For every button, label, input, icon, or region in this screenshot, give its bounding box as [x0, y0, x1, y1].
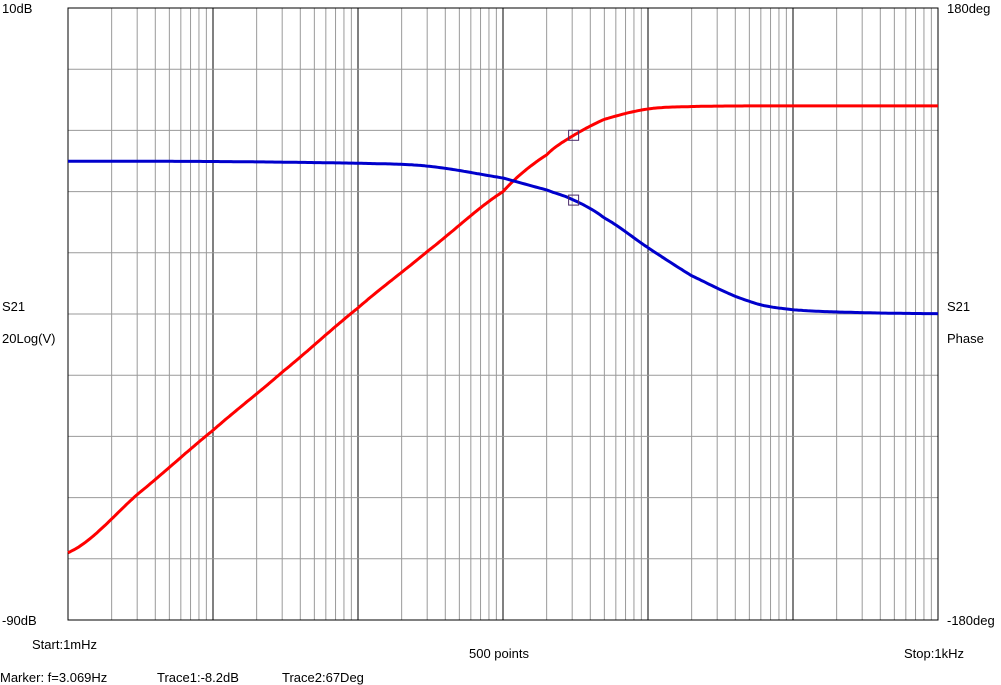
right-axis-name: S21 [947, 299, 971, 314]
plot-grid [67, 8, 938, 620]
left-axis-name: S21 [2, 299, 26, 314]
left-axis-unit: 20Log(V) [2, 331, 56, 346]
trace1-magnitude-line [67, 104, 938, 555]
x-start-label: Start:1mHz [32, 637, 98, 652]
marker-frequency: Marker: f=3.069Hz [0, 670, 108, 685]
trace1-marker[interactable] [568, 129, 580, 141]
trace2-marker[interactable] [568, 194, 580, 206]
left-axis-top-label: 10dB [2, 1, 33, 16]
trace2-readout: Trace2:67Deg [282, 670, 364, 685]
x-stop-label: Stop:1kHz [904, 646, 964, 661]
trace2-phase-line [68, 159, 939, 316]
trace1-readout: Trace1:-8.2dB [157, 670, 239, 685]
plot-frame [67, 7, 939, 621]
left-axis-bottom-label: -90dB [2, 613, 37, 628]
right-axis-unit: Phase [947, 331, 984, 346]
right-axis-bottom-label: -180deg [947, 613, 995, 628]
right-axis-top-label: 180deg [947, 1, 991, 16]
plot-traces [67, 104, 939, 555]
points-label: 500 points [469, 646, 529, 661]
